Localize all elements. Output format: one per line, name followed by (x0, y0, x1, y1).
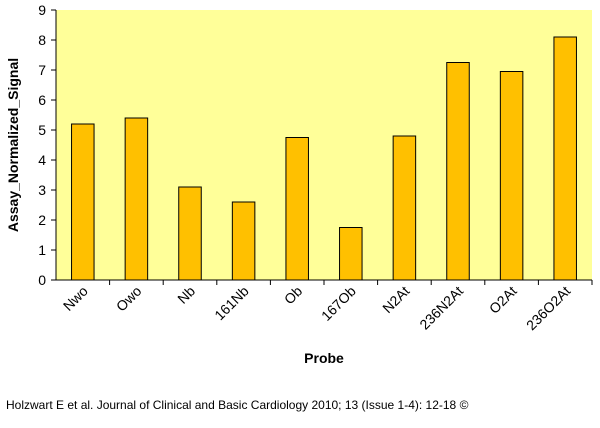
bar-161nb (231, 201, 256, 281)
bar-236o2at (553, 36, 577, 281)
bar-nb (178, 186, 202, 281)
x-tick-label: 167Ob (318, 283, 359, 324)
bar-nwo (71, 123, 95, 281)
bar-owo (124, 117, 149, 281)
x-tick-label: N2At (379, 283, 412, 316)
y-tick-label: 5 (38, 122, 46, 138)
y-tick-label: 3 (38, 182, 46, 198)
x-axis-title: Probe (304, 350, 344, 366)
x-tick-label: Ob (281, 283, 306, 308)
x-tick-label: 236N2At (416, 283, 466, 333)
x-tick-label: Nwo (60, 283, 91, 314)
bars-group (71, 36, 577, 281)
y-axis-title: Assay_Normalized_Signal (5, 58, 21, 232)
y-tick-label: 2 (38, 212, 46, 228)
y-tick-label: 6 (38, 92, 46, 108)
x-tick-label: 161Nb (211, 283, 252, 324)
y-tick-label: 4 (38, 152, 46, 168)
y-tick-label: 8 (38, 32, 46, 48)
y-tick-label: 9 (38, 2, 46, 18)
bar-167ob (339, 227, 363, 281)
source-caption: Holzwart E et al. Journal of Clinical an… (6, 398, 469, 412)
x-tick-label: 236O2At (523, 283, 573, 333)
x-axis: Nwo Owo Nb 161Nb Ob 167Ob N2At 236N2At O2At 236O2… (56, 279, 593, 333)
x-tick-label: Owo (113, 283, 145, 315)
bar-n2at (392, 135, 417, 281)
bar-236n2at (446, 62, 470, 281)
x-tick-label: Nb (174, 283, 198, 307)
y-tick-label: 0 (38, 272, 46, 288)
y-tick-label: 7 (38, 62, 46, 78)
bar-ob (285, 137, 309, 281)
y-axis: 0 1 2 3 4 5 6 7 8 9 (38, 2, 57, 288)
bar-o2at (499, 71, 524, 281)
x-tick-label: O2At (486, 283, 520, 317)
y-tick-label: 1 (38, 242, 46, 258)
